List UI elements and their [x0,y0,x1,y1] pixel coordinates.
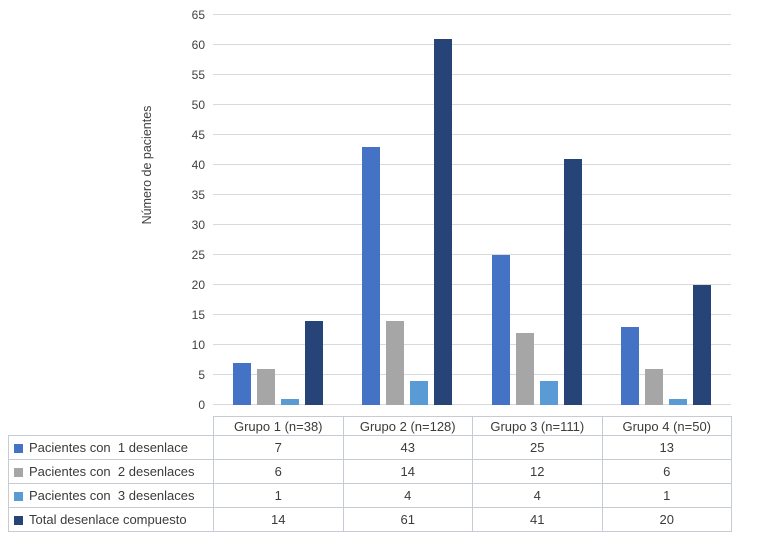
table-row: Pacientes con 2 desenlaces 6 14 12 6 [8,459,732,484]
bar-series-2-group-1 [256,369,275,405]
y-tick-label: 25 [191,248,205,262]
gridline [213,194,731,195]
value-cell: 4 [472,483,603,508]
gridline [213,134,731,135]
legend-swatch-series-1 [14,444,23,453]
y-tick-label: 40 [191,158,205,172]
gridline [213,314,731,315]
y-tick-label: 55 [191,68,205,82]
value-cell: 20 [601,507,732,532]
gridline [213,224,731,225]
value-cell: 1 [601,483,732,508]
value-cell: 12 [472,459,603,484]
legend-label: Total desenlace compuesto [29,512,187,527]
column-header-grupo-3: Grupo 3 (n=111) [472,416,603,436]
corner-cell [9,417,214,436]
column-header-grupo-1: Grupo 1 (n=38) [213,416,344,436]
y-tick-label: 60 [191,38,205,52]
legend-data-table: Grupo 1 (n=38) Grupo 2 (n=128) Grupo 3 (… [8,416,732,532]
legend-label: Pacientes con 3 desenlaces [29,488,195,503]
gridline [213,254,731,255]
bar-series-1-group-2 [362,147,381,405]
legend-swatch-series-2 [14,468,23,477]
y-tick-label: 35 [191,188,205,202]
table-header-row: Grupo 1 (n=38) Grupo 2 (n=128) Grupo 3 (… [9,416,732,436]
table-row: Pacientes con 1 desenlace 7 43 25 13 [8,435,732,460]
y-tick-label: 30 [191,218,205,232]
y-tick-label: 45 [191,128,205,142]
bar-series-1-group-3 [491,255,510,405]
value-cell: 14 [213,507,344,532]
legend-label-cell: Pacientes con 2 desenlaces [8,459,214,484]
gridline [213,104,731,105]
bar-series-4-group-3 [563,159,582,405]
bar-series-3-group-4 [669,399,688,405]
gridline [213,284,731,285]
column-header-grupo-2: Grupo 2 (n=128) [342,416,473,436]
legend-label-cell: Pacientes con 3 desenlaces [8,483,214,508]
bar-series-2-group-4 [645,369,664,405]
bar-series-4-group-1 [304,321,323,405]
y-axis-tick-labels: 0 5 10 15 20 25 30 35 40 45 50 55 60 65 [158,8,205,412]
legend-swatch-series-3 [14,492,23,501]
gridline [213,14,731,15]
bar-series-4-group-4 [693,285,712,405]
value-cell: 1 [213,483,344,508]
legend-label: Pacientes con 2 desenlaces [29,464,195,479]
bar-series-4-group-2 [434,39,453,405]
bar-series-3-group-2 [410,381,429,405]
bar-series-2-group-2 [386,321,405,405]
y-tick-label: 20 [191,278,205,292]
plot-area [213,14,731,405]
value-cell: 6 [601,459,732,484]
y-tick-label: 15 [191,308,205,322]
column-header-grupo-4: Grupo 4 (n=50) [601,416,732,436]
value-cell: 61 [342,507,473,532]
value-cell: 4 [342,483,473,508]
value-cell: 43 [342,435,473,460]
y-tick-label: 65 [191,8,205,22]
bar-series-1-group-4 [621,327,640,405]
y-axis-title: Número de pacientes [140,105,154,225]
gridline [213,44,731,45]
y-tick-label: 5 [198,368,205,382]
y-tick-label: 10 [191,338,205,352]
gridline [213,164,731,165]
bar-series-1-group-1 [232,363,251,405]
legend-label-cell: Pacientes con 1 desenlace [8,435,214,460]
legend-label-cell: Total desenlace compuesto [8,507,214,532]
y-tick-label: 0 [198,398,205,412]
value-cell: 13 [601,435,732,460]
legend-swatch-series-4 [14,516,23,525]
bar-series-3-group-1 [280,399,299,405]
bar-series-2-group-3 [515,333,534,405]
value-cell: 25 [472,435,603,460]
table-row: Pacientes con 3 desenlaces 1 4 4 1 [8,483,732,508]
gridline [213,374,731,375]
gridline [213,344,731,345]
value-cell: 14 [342,459,473,484]
gridline [213,74,731,75]
y-tick-label: 50 [191,98,205,112]
gridline [213,404,731,405]
value-cell: 41 [472,507,603,532]
value-cell: 6 [213,459,344,484]
table-row: Total desenlace compuesto 14 61 41 20 [8,507,732,532]
bar-series-3-group-3 [539,381,558,405]
legend-label: Pacientes con 1 desenlace [29,440,188,455]
value-cell: 7 [213,435,344,460]
